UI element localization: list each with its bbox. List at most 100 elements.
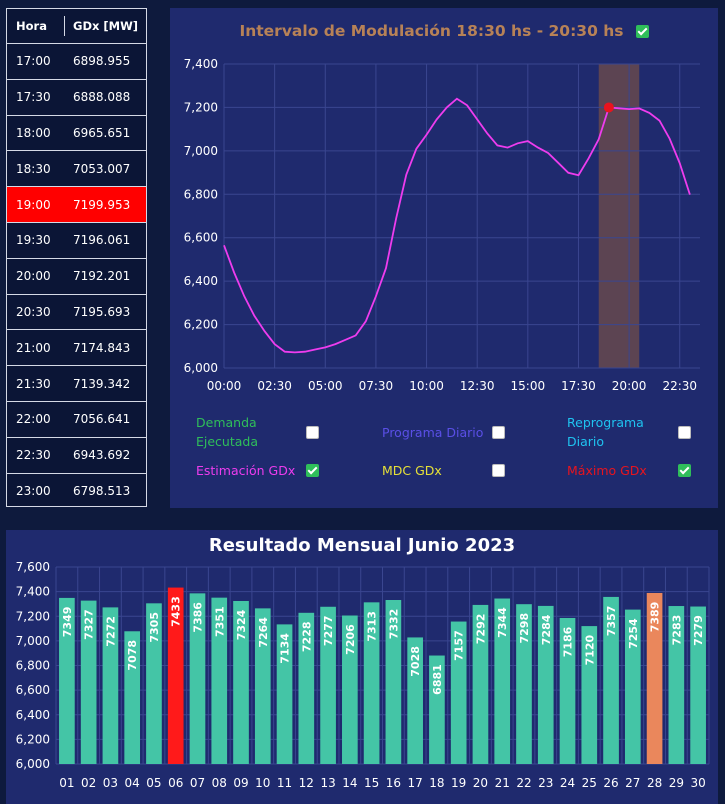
row-hora: 19:00 xyxy=(16,197,51,212)
table-row: 21:30 7139.342 xyxy=(7,366,146,402)
x-tick-label: 17:30 xyxy=(561,379,596,393)
row-hora: 17:30 xyxy=(16,90,51,105)
x-tick-label: 12 xyxy=(299,776,314,790)
bar-data-label: 7313 xyxy=(366,611,379,642)
x-tick-label: 30 xyxy=(690,776,705,790)
row-hora: 22:30 xyxy=(16,448,51,463)
bar-data-label: 7357 xyxy=(605,606,618,637)
bar xyxy=(581,626,598,764)
table-row: 19:00 7199.953 xyxy=(7,187,146,223)
modulation-interval-band xyxy=(598,64,640,368)
x-tick-label: 20 xyxy=(473,776,488,790)
y-tick-label: 6,800 xyxy=(16,659,50,673)
bar xyxy=(124,631,141,764)
y-tick-label: 6,000 xyxy=(16,757,50,771)
bar xyxy=(624,609,641,764)
table-row: 20:30 7195.693 xyxy=(7,295,146,331)
bar-data-label: 7298 xyxy=(518,613,531,644)
row-hora: 18:00 xyxy=(16,125,51,140)
row-gdx: 7199.953 xyxy=(73,197,131,212)
bar-data-label: 7134 xyxy=(279,633,292,664)
x-tick-label: 26 xyxy=(603,776,618,790)
row-hora: 18:30 xyxy=(16,161,51,176)
table-row: 23:00 6798.513 xyxy=(7,474,146,510)
bar xyxy=(429,655,445,764)
bar xyxy=(80,600,97,764)
table-row: 22:30 6943.692 xyxy=(7,438,146,474)
bar-data-label: 7327 xyxy=(83,609,96,640)
legend-checkbox[interactable] xyxy=(492,464,505,477)
x-tick-label: 02:30 xyxy=(257,379,292,393)
bar-data-label: 6881 xyxy=(431,664,444,695)
legend-checkbox[interactable] xyxy=(306,426,319,439)
legend-label: MDC GDx xyxy=(382,462,442,478)
x-tick-label: 15 xyxy=(364,776,379,790)
bar xyxy=(59,597,75,764)
row-gdx: 6798.513 xyxy=(73,484,131,499)
bar xyxy=(102,607,119,764)
bar-data-label: 7389 xyxy=(649,602,662,633)
bar-data-label: 7279 xyxy=(692,615,705,646)
bar xyxy=(537,605,554,764)
legend-checkbox[interactable] xyxy=(492,426,505,439)
table-row: 22:00 7056.641 xyxy=(7,402,146,438)
row-hora: 21:00 xyxy=(16,340,51,355)
y-tick-label: 7,000 xyxy=(184,144,218,158)
bar-data-label: 7332 xyxy=(387,609,400,640)
bar-data-label: 7284 xyxy=(540,614,553,645)
legend-label: Reprograma Diario xyxy=(567,415,644,449)
row-gdx: 7196.061 xyxy=(73,233,131,248)
x-tick-label: 13 xyxy=(320,776,335,790)
bar-chart: 6,000 6,200 6,400 6,600 6,800 7,000 7,200 7,400… xyxy=(16,560,710,790)
bar xyxy=(472,604,489,764)
max-gdx-point xyxy=(603,102,614,113)
y-tick-label: 6,200 xyxy=(184,318,218,332)
x-tick-label: 07 xyxy=(190,776,205,790)
row-gdx: 6898.955 xyxy=(73,54,131,69)
x-tick-label: 06 xyxy=(168,776,183,790)
x-tick-label: 12:30 xyxy=(460,379,495,393)
row-hora: 22:00 xyxy=(16,412,51,427)
x-tick-label: 08 xyxy=(212,776,227,790)
x-tick-label: 21 xyxy=(495,776,510,790)
y-tick-label: 6,200 xyxy=(16,732,50,746)
x-tick-label: 01 xyxy=(59,776,74,790)
bar xyxy=(450,621,467,764)
modulation-chart-panel: Intervalo de Modulación 18:30 hs - 20:30… xyxy=(170,8,718,508)
legend-checkbox[interactable] xyxy=(306,464,319,477)
table-header: Hora GDx [MW] xyxy=(7,9,146,44)
x-tick-label: 29 xyxy=(669,776,684,790)
bar xyxy=(668,606,685,764)
bar xyxy=(646,592,663,764)
bar-data-label: 7272 xyxy=(104,616,117,647)
bar xyxy=(254,608,271,764)
legend-label: Programa Diario xyxy=(382,424,484,440)
gdx-table: Hora GDx [MW] 17:00 6898.955 17:30 6888.088… xyxy=(6,8,147,507)
bar-data-label: 7292 xyxy=(474,614,487,645)
bar-data-label: 7228 xyxy=(300,621,313,652)
title-checkbox[interactable] xyxy=(635,25,649,38)
bar-data-label: 7277 xyxy=(322,615,335,646)
x-tick-label: 22:30 xyxy=(662,379,697,393)
bar-data-label: 7186 xyxy=(562,626,575,657)
x-tick-label: 05 xyxy=(146,776,161,790)
x-tick-label: 19 xyxy=(451,776,466,790)
x-tick-label: 00:00 xyxy=(207,379,242,393)
legend-checkbox[interactable] xyxy=(678,426,691,439)
bar-data-label: 7206 xyxy=(344,624,357,655)
x-tick-label: 14 xyxy=(342,776,357,790)
legend-label: Demanda Ejecutada xyxy=(196,415,259,449)
x-tick-label: 10 xyxy=(255,776,270,790)
line-chart: 6,000 6,200 6,400 6,600 6,800 7,000 7,200 7,400… xyxy=(184,57,700,393)
x-tick-label: 25 xyxy=(582,776,597,790)
monthly-chart-panel: Resultado Mensual Junio 2023 6,000 6,200 6… xyxy=(6,530,718,804)
bar xyxy=(189,593,206,764)
bar xyxy=(320,606,336,764)
row-gdx: 6943.692 xyxy=(73,448,131,463)
x-tick-label: 05:00 xyxy=(308,379,343,393)
x-tick-label: 03 xyxy=(103,776,118,790)
monthly-title: Resultado Mensual Junio 2023 xyxy=(208,535,516,556)
legend-checkbox[interactable] xyxy=(678,464,691,477)
x-tick-label: 22 xyxy=(516,776,531,790)
x-tick-label: 07:30 xyxy=(359,379,394,393)
